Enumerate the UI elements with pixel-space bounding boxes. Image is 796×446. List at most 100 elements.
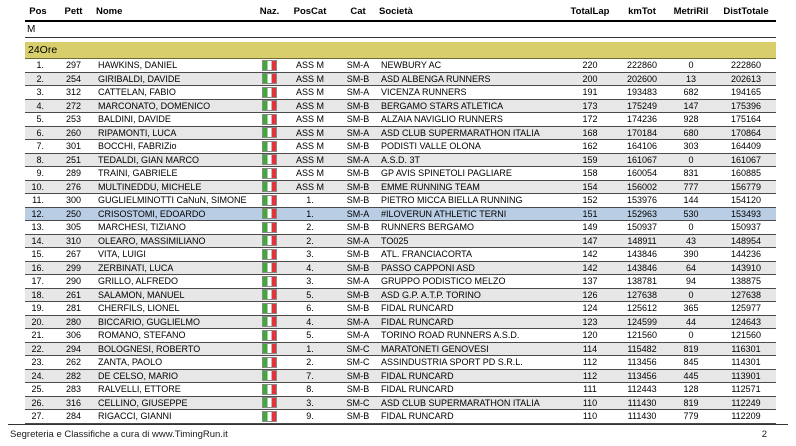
bib-cell: 267 (51, 247, 96, 262)
poscat-cell: ASS M (283, 139, 337, 154)
poscat-cell: ASS M (283, 153, 337, 167)
poscat-cell: 3. (283, 396, 337, 410)
kmtot-cell: 152963 (618, 207, 666, 221)
metriril-cell: 128 (666, 382, 716, 397)
table-row-highlighted: 12. 250 CRISOSTOMI, EDOARDO 1. SM-A #ILOVERUN… (25, 207, 776, 221)
kmtot-cell: 156002 (618, 180, 666, 194)
name-cell: TRAINI, GABRIELE (96, 166, 256, 181)
kmtot-cell: 174236 (618, 112, 666, 127)
italy-flag-icon (262, 100, 277, 112)
name-cell: GIRIBALDI, DAVIDE (96, 72, 256, 86)
totallap-cell: 114 (562, 342, 618, 356)
metriril-cell: 390 (666, 247, 716, 262)
poscat-cell: ASS M (283, 166, 337, 181)
category-cell: SM-B (337, 301, 379, 316)
nationality-cell (256, 396, 283, 410)
pos-cell: 16. (25, 261, 51, 275)
club-cell: ASD CLUB SUPERMARATHON ITALIA (379, 126, 562, 140)
totallap-cell: 162 (562, 139, 618, 154)
category-cell: SM-A (337, 153, 379, 167)
name-cell: HAWKINS, DANIEL (96, 58, 256, 73)
totallap-cell: 168 (562, 126, 618, 140)
club-cell: MARATONETI GENOVESI (379, 342, 562, 356)
kmtot-cell: 222860 (618, 58, 666, 73)
category-cell: SM-B (337, 193, 379, 208)
kmtot-cell: 193483 (618, 85, 666, 100)
totallap-cell: 159 (562, 153, 618, 167)
bib-cell: 294 (51, 342, 96, 356)
club-cell: FIDAL RUNCARD (379, 369, 562, 383)
metriril-cell: 928 (666, 112, 716, 127)
category-cell: SM-B (337, 409, 379, 424)
metriril-cell: 64 (666, 261, 716, 275)
category-cell: SM-B (337, 369, 379, 383)
poscat-cell: 8. (283, 382, 337, 397)
disttotale-cell: 154120 (716, 193, 776, 208)
nationality-cell (256, 342, 283, 356)
bib-cell: 250 (51, 207, 96, 221)
disttotale-cell: 113901 (716, 369, 776, 383)
totallap-cell: 112 (562, 369, 618, 383)
club-cell: GP AVIS SPINETOLI PAGLIARE (379, 166, 562, 181)
metriril-cell: 819 (666, 342, 716, 356)
name-cell: CRISOSTOMI, EDOARDO (96, 207, 256, 221)
nationality-cell (256, 207, 283, 221)
club-cell: FIDAL RUNCARD (379, 409, 562, 424)
metriril-cell: 0 (666, 328, 716, 343)
poscat-cell: 2. (283, 355, 337, 370)
club-cell: TORINO ROAD RUNNERS A.S.D. (379, 328, 562, 343)
italy-flag-icon (262, 370, 277, 382)
kmtot-cell: 113456 (618, 355, 666, 370)
totallap-cell: 110 (562, 396, 618, 410)
page-number: 2 (761, 429, 767, 440)
kmtot-cell: 113456 (618, 369, 666, 383)
pos-cell: 6. (25, 126, 51, 140)
poscat-cell: 6. (283, 301, 337, 316)
bib-cell: 310 (51, 234, 96, 248)
club-cell: ASD G.P. A.T.P. TORINO (379, 288, 562, 302)
nationality-cell (256, 315, 283, 329)
disttotale-cell: 114301 (716, 355, 776, 370)
bib-cell: 300 (51, 193, 96, 208)
nationality-cell (256, 409, 283, 424)
category-cell: SM-A (337, 328, 379, 343)
kmtot-cell: 175249 (618, 99, 666, 113)
category-cell: SM-C (337, 396, 379, 410)
italy-flag-icon (262, 262, 277, 274)
nationality-cell (256, 153, 283, 167)
metriril-cell: 303 (666, 139, 716, 154)
pos-cell: 4. (25, 99, 51, 113)
poscat-cell: 1. (283, 342, 337, 356)
totallap-cell: 124 (562, 301, 618, 316)
category-cell: SM-B (337, 220, 379, 235)
metriril-cell: 44 (666, 315, 716, 329)
category-cell: SM-B (337, 72, 379, 86)
pos-cell: 10. (25, 180, 51, 194)
totallap-cell: 123 (562, 315, 618, 329)
club-cell: FIDAL RUNCARD (379, 382, 562, 397)
pos-cell: 25. (25, 382, 51, 397)
table-row: 23. 262 ZANTA, PAOLO 2. SM-C ASSINDUSTRIA SPO… (25, 355, 776, 370)
kmtot-cell: 164106 (618, 139, 666, 154)
nationality-cell (256, 274, 283, 289)
italy-flag-icon (262, 383, 277, 395)
metriril-cell: 831 (666, 166, 716, 181)
disttotale-cell: 116301 (716, 342, 776, 356)
totallap-cell: 152 (562, 193, 618, 208)
col-header-pett: Pett (51, 4, 96, 22)
italy-flag-icon (262, 410, 277, 422)
italy-flag-icon (262, 248, 277, 260)
footer-divider (8, 424, 788, 425)
metriril-cell: 144 (666, 193, 716, 208)
bib-cell: 312 (51, 85, 96, 100)
name-cell: RIGACCI, GIANNI (96, 409, 256, 424)
totallap-cell: 149 (562, 220, 618, 235)
race-section-row: 24Ore (25, 42, 776, 59)
nationality-cell (256, 72, 283, 86)
poscat-cell: 3. (283, 274, 337, 289)
bib-cell: 272 (51, 99, 96, 113)
name-cell: BOCCHI, FABRIZio (96, 139, 256, 154)
nationality-cell (256, 261, 283, 275)
pos-cell: 18. (25, 288, 51, 302)
metriril-cell: 94 (666, 274, 716, 289)
